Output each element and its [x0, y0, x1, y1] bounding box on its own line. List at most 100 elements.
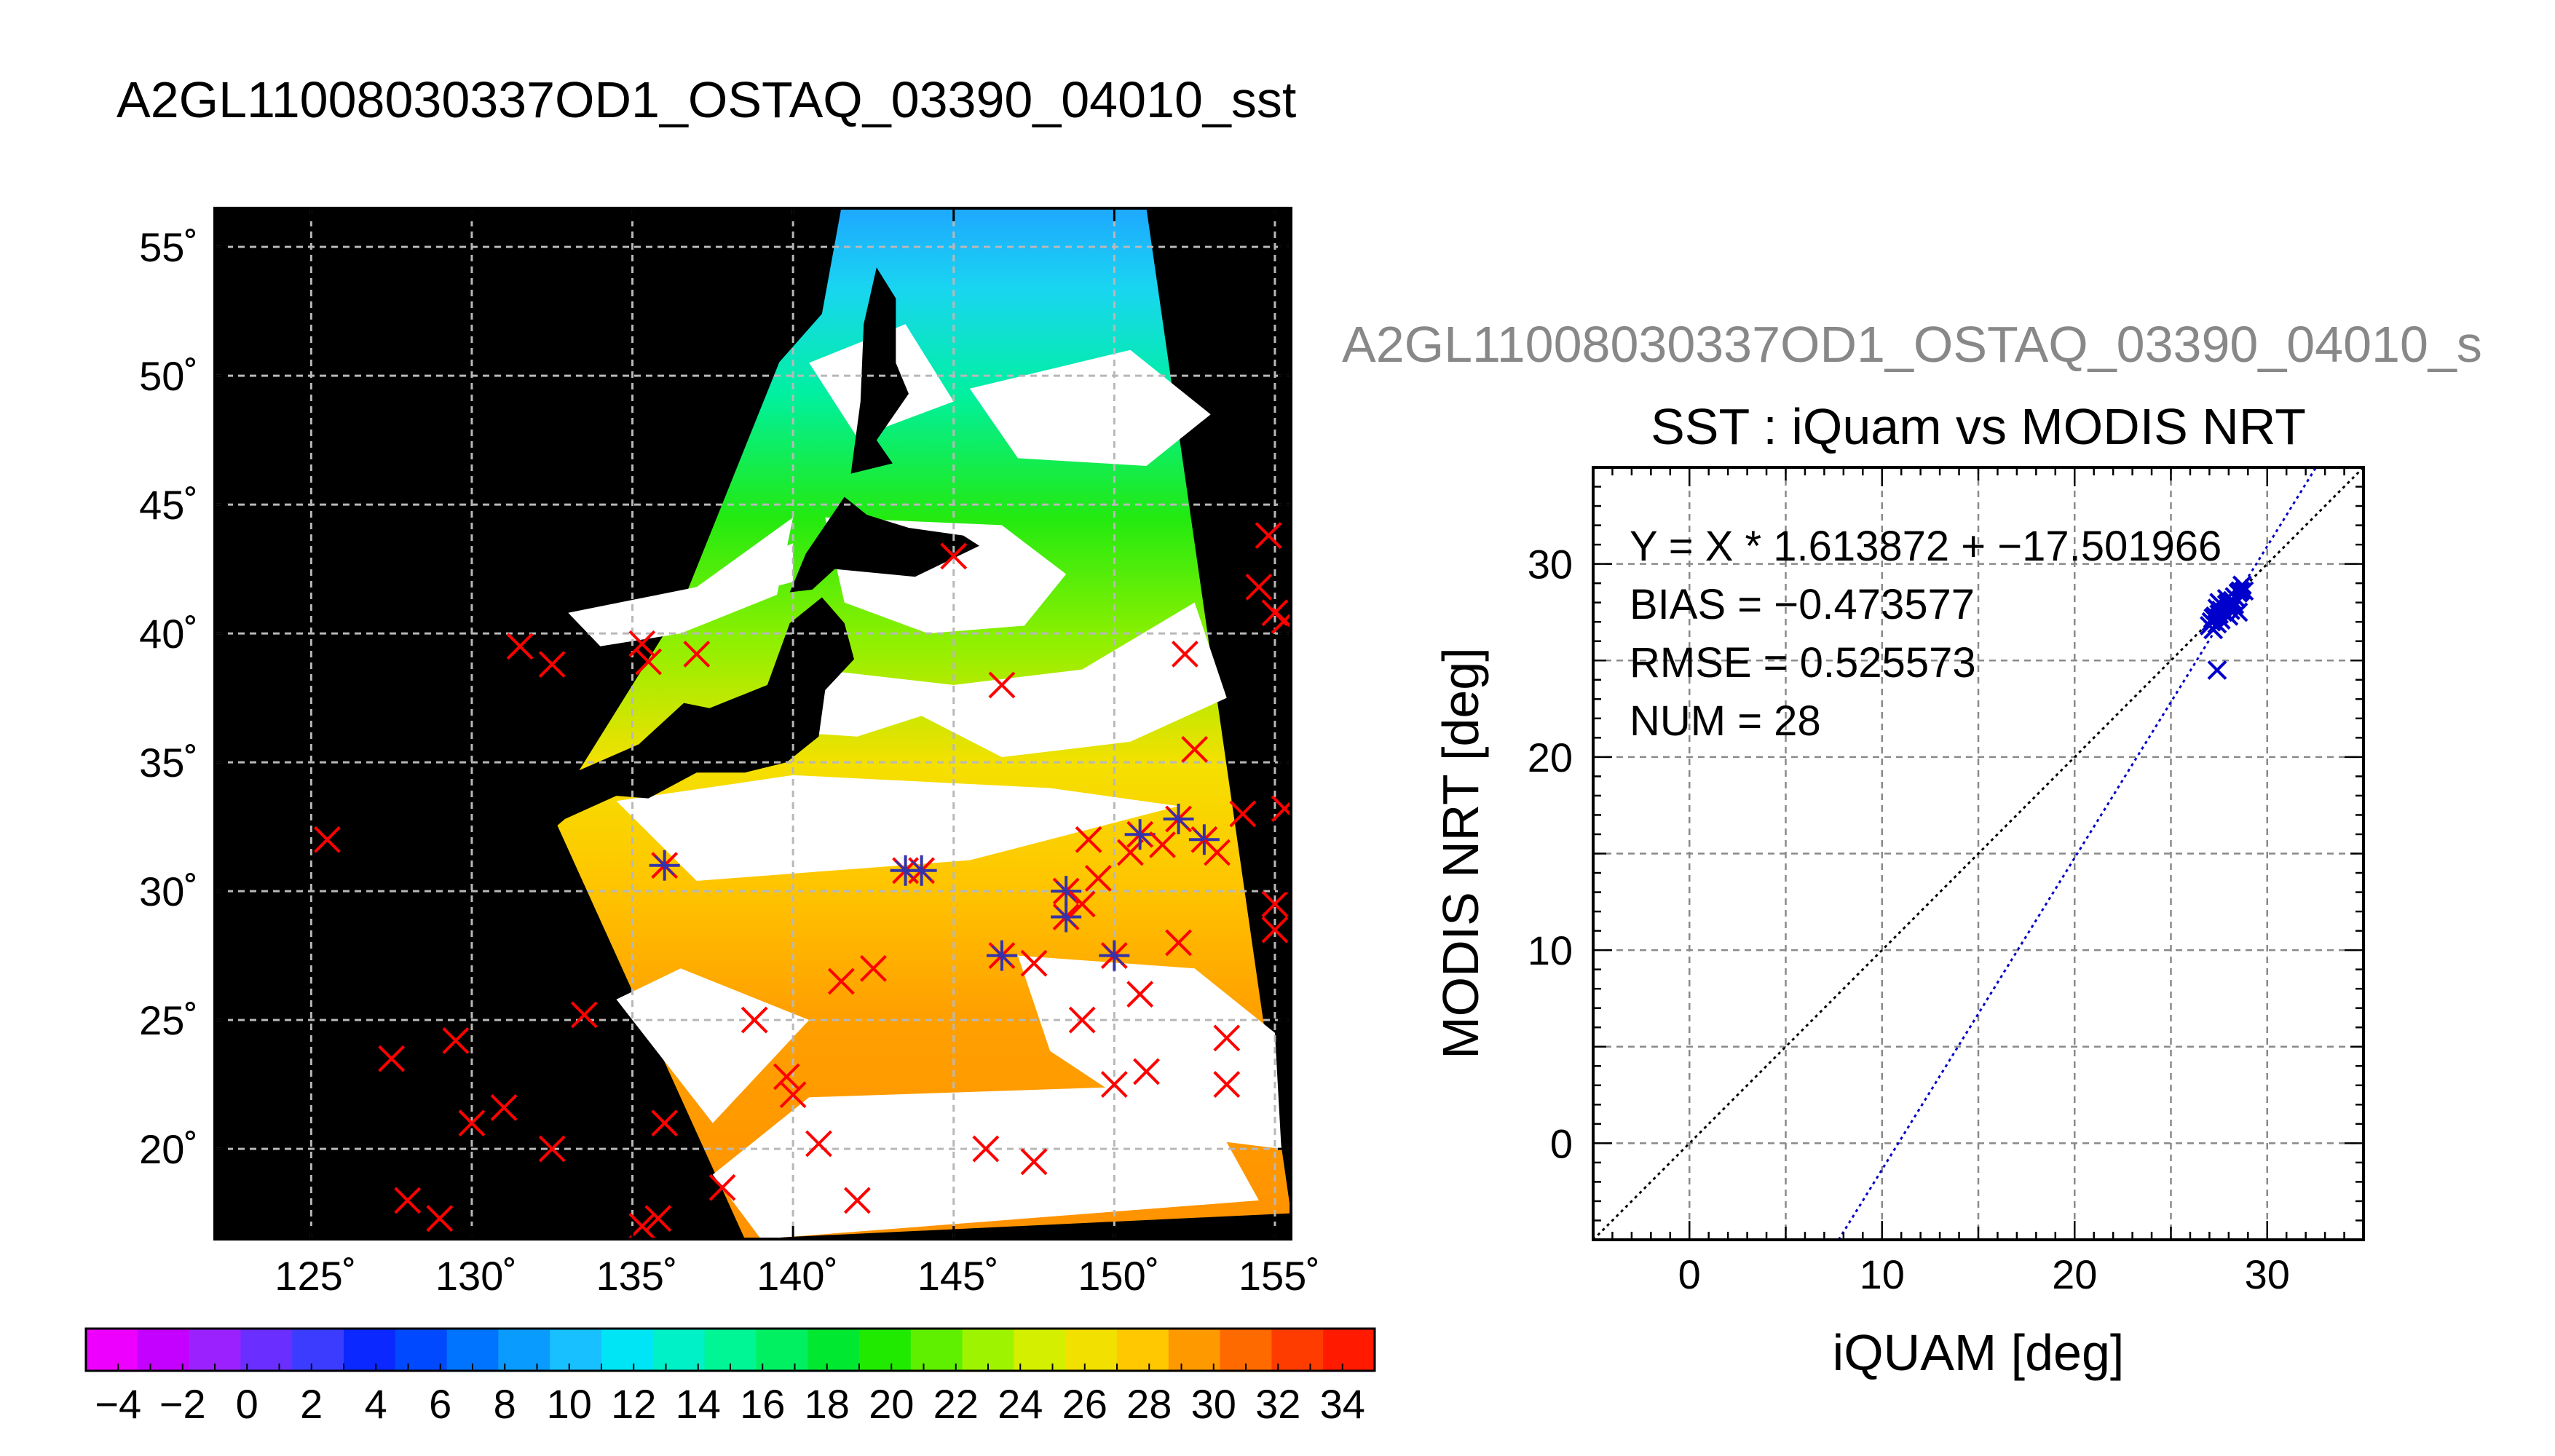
map-markers — [314, 522, 1291, 1239]
annotation-bias: BIAS = −0.473577 — [1630, 581, 1975, 628]
colorbar-cell — [86, 1329, 138, 1371]
buoy-marker — [1126, 981, 1154, 1008]
matched-buoy-marker — [906, 855, 937, 886]
colorbar-tick-label: 12 — [611, 1381, 656, 1427]
buoy-marker — [628, 630, 656, 657]
buoy-marker — [538, 651, 566, 678]
cloud-patch — [712, 1084, 1259, 1239]
map-lat-tick-label: 50˚ — [139, 353, 198, 399]
land-patch — [1274, 261, 1291, 350]
scatter-panel: SST : iQuam vs MODIS NRT 00101020203030 … — [1432, 398, 2365, 1381]
buoy-marker — [1133, 1058, 1160, 1085]
colorbar-cell — [756, 1329, 809, 1371]
buoy-marker — [1149, 831, 1176, 858]
map-lon-tick-label: 155˚ — [1239, 1253, 1320, 1299]
scatter-grid — [1593, 467, 2364, 1240]
matched-buoy-marker — [1051, 876, 1082, 907]
colorbar-cell — [1014, 1329, 1067, 1371]
scatter-y-axis-label: MODIS NRT [deg] — [1432, 647, 1489, 1059]
map-lon-tick-label: 140˚ — [757, 1253, 838, 1299]
colorbar-cells — [86, 1329, 1375, 1371]
land-patch — [789, 496, 980, 593]
buoy-marker — [1020, 1148, 1048, 1176]
colorbar: −4 −2 0 2 4 6 8 10 12 14 16 18 20 22 24 26 28 30 32 34 — [84, 1327, 1376, 1427]
colorbar-tick-label: 10 — [547, 1381, 592, 1427]
map-panel: 20˚ 25˚ 30˚ 35˚ 40˚ 45˚ 50˚ 55˚ 125˚ 130˚ 135˚ 140… — [139, 207, 1320, 1299]
map-lon-tick-label: 145˚ — [917, 1253, 999, 1299]
fit-line — [1837, 467, 2317, 1240]
annotation-num: NUM = 28 — [1630, 697, 1821, 745]
buoy-marker — [378, 1045, 406, 1072]
buoy-marker — [426, 1205, 454, 1233]
colorbar-tick-label: 20 — [869, 1381, 914, 1427]
main-title: A2GL11008030337OD1_OSTAQ_03390_04010_sst — [117, 71, 1296, 128]
scatter-title: SST : iQuam vs MODIS NRT — [1651, 398, 2306, 455]
buoy-marker — [314, 826, 341, 853]
map-lon-tick-label: 125˚ — [275, 1253, 356, 1299]
colorbar-tick-label: −2 — [159, 1381, 206, 1427]
annotation-rmse: RMSE = 0.525573 — [1630, 639, 1976, 687]
buoy-marker — [1204, 839, 1231, 866]
scatter-y-tick-label: 30 — [1528, 542, 1573, 587]
buoy-marker — [1020, 949, 1048, 977]
colorbar-tick-label: 0 — [236, 1381, 258, 1427]
colorbar-cell — [1271, 1329, 1324, 1371]
colorbar-cell — [344, 1329, 396, 1371]
cloud-patch — [1017, 955, 1282, 1150]
scatter-y-tick-label: 10 — [1528, 927, 1573, 973]
buoy-marker — [741, 1006, 768, 1034]
buoy-marker — [1261, 916, 1289, 943]
map-lat-tick-label: 55˚ — [139, 224, 198, 270]
buoy-marker — [988, 671, 1016, 699]
map-lon-tick-label: 135˚ — [596, 1253, 678, 1299]
colorbar-tick-label: 28 — [1126, 1381, 1172, 1427]
colorbar-tick-label: 16 — [740, 1381, 785, 1427]
cloud-patch — [616, 968, 810, 1123]
buoy-marker — [458, 1109, 486, 1137]
scatter-point — [2207, 660, 2227, 680]
cloud-patch — [777, 602, 1227, 758]
scatter-x-tick-label: 10 — [1860, 1251, 1905, 1297]
scatter-x-tick-label: 30 — [2245, 1251, 2290, 1297]
map-lat-tick-label: 20˚ — [139, 1126, 198, 1172]
buoy-marker — [940, 542, 968, 570]
buoy-marker — [1213, 1024, 1241, 1052]
colorbar-cell — [292, 1329, 344, 1371]
buoy-marker — [1084, 864, 1112, 892]
scatter-markers — [2199, 575, 2254, 680]
colorbar-ticks — [85, 1364, 1375, 1371]
cloud-patch — [616, 775, 1179, 881]
map-lat-tick-label: 25˚ — [139, 997, 198, 1043]
buoy-marker — [538, 1135, 566, 1163]
buoy-marker — [708, 1174, 736, 1201]
scatter-x-tick-label: 0 — [1678, 1251, 1701, 1297]
cloud-layer — [568, 324, 1282, 1239]
colorbar-tick-label: −4 — [95, 1381, 141, 1427]
scatter-x-axis-label: iQUAM [deg] — [1833, 1324, 2125, 1381]
scatter-x-tick-label: 20 — [2052, 1251, 2097, 1297]
land-layer — [215, 208, 1291, 860]
buoy-marker — [628, 1212, 656, 1239]
colorbar-labels: −4 −2 0 2 4 6 8 10 12 14 16 18 20 22 24 26 28 30 32 34 — [95, 1381, 1365, 1427]
buoy-marker — [779, 1081, 807, 1109]
colorbar-cell — [1065, 1329, 1118, 1371]
colorbar-cell — [1323, 1329, 1375, 1371]
scatter-point — [2209, 593, 2230, 613]
colorbar-cell — [652, 1329, 706, 1371]
cloud-patch — [969, 349, 1211, 466]
cloud-patch — [568, 517, 794, 646]
scatter-tick-labels: 0 0 10 10 20 20 30 30 — [1528, 542, 2290, 1297]
colorbar-cell — [550, 1329, 602, 1371]
land-patch — [850, 267, 909, 474]
buoy-marker — [1245, 573, 1273, 601]
buoy-marker — [394, 1187, 422, 1214]
scatter-y-tick-label: 20 — [1528, 735, 1573, 780]
colorbar-cell — [859, 1329, 912, 1371]
buoy-marker — [1271, 606, 1291, 634]
colorbar-tick-label: 26 — [1062, 1381, 1107, 1427]
map-lat-tick-label: 35˚ — [139, 740, 198, 786]
buoy-marker — [442, 1027, 470, 1054]
buoy-marker — [843, 1187, 871, 1214]
colorbar-cell — [1117, 1329, 1169, 1371]
